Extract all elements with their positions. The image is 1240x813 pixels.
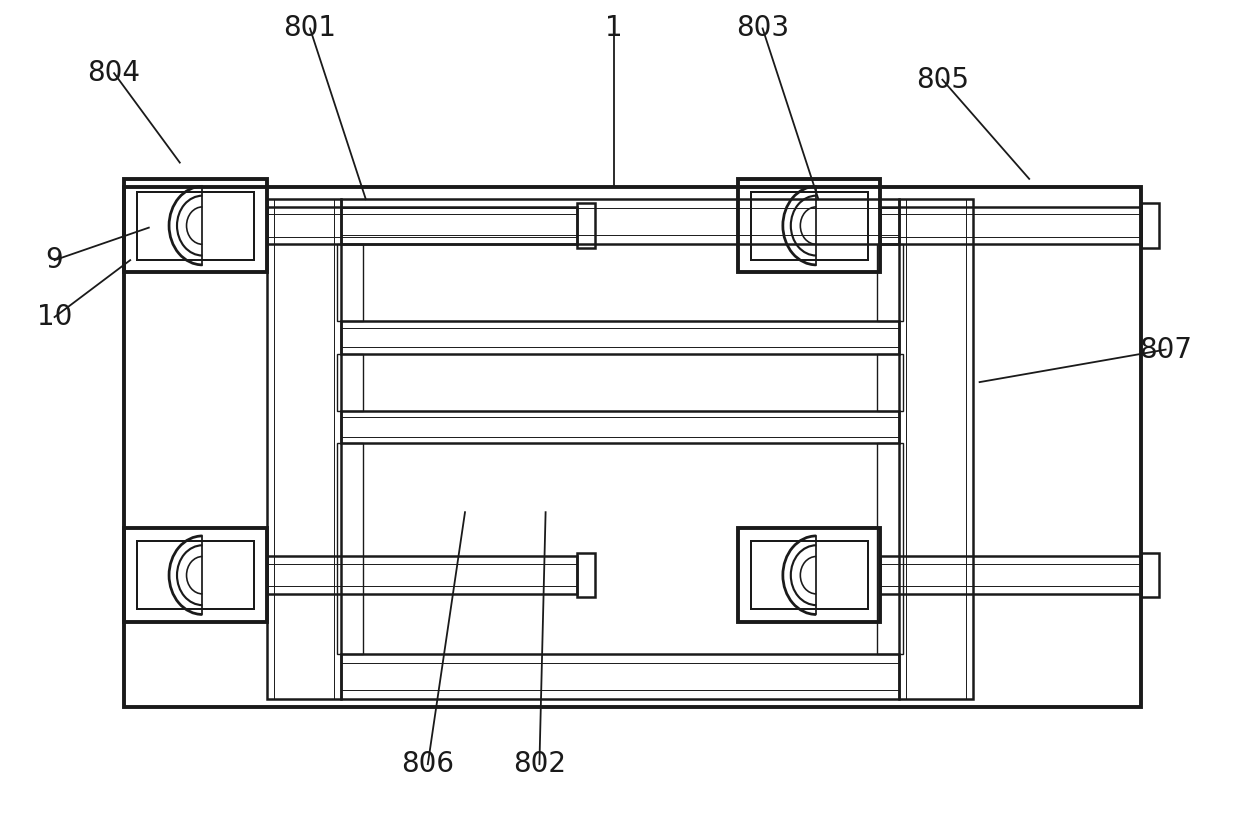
Bar [1141,553,1159,598]
Bar [136,541,254,609]
Bar [124,187,1141,707]
Bar [738,528,880,622]
Text: 9: 9 [46,246,63,274]
Bar [750,192,868,259]
Bar [337,244,363,321]
Text: 10: 10 [37,303,72,331]
Bar [341,321,899,354]
Text: 804: 804 [88,59,140,87]
Bar [267,207,577,244]
Bar [124,528,267,622]
Text: 807: 807 [1140,336,1192,363]
Text: 803: 803 [737,15,789,42]
Bar [341,199,899,244]
Bar [880,557,1141,593]
Bar [124,179,267,272]
Bar [577,203,595,248]
Text: 802: 802 [513,750,565,778]
Bar [337,354,363,411]
Text: 805: 805 [916,66,968,93]
Bar [341,411,899,443]
Bar [267,199,341,699]
Text: 801: 801 [284,15,336,42]
Bar [880,207,1141,244]
Bar [750,541,868,609]
Bar [877,443,903,654]
Bar [877,354,903,411]
Bar [341,654,899,699]
Text: 806: 806 [402,750,454,778]
Bar [1141,203,1159,248]
Bar [337,443,363,654]
Bar [267,557,577,593]
Bar [577,553,595,598]
Text: 1: 1 [605,15,622,42]
Bar [136,192,254,259]
Bar [877,244,903,321]
Bar [899,199,973,699]
Bar [738,179,880,272]
